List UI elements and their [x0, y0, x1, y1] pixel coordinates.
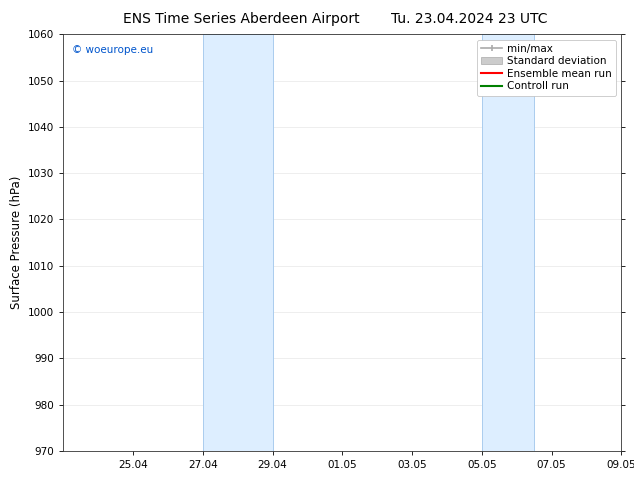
Text: ENS Time Series Aberdeen Airport: ENS Time Series Aberdeen Airport	[122, 12, 359, 26]
Text: Tu. 23.04.2024 23 UTC: Tu. 23.04.2024 23 UTC	[391, 12, 547, 26]
Text: © woeurope.eu: © woeurope.eu	[72, 45, 153, 55]
Bar	[482, 34, 534, 451]
Legend: min/max, Standard deviation, Ensemble mean run, Controll run: min/max, Standard deviation, Ensemble me…	[477, 40, 616, 96]
Bar	[203, 34, 273, 451]
Y-axis label: Surface Pressure (hPa): Surface Pressure (hPa)	[10, 176, 23, 309]
